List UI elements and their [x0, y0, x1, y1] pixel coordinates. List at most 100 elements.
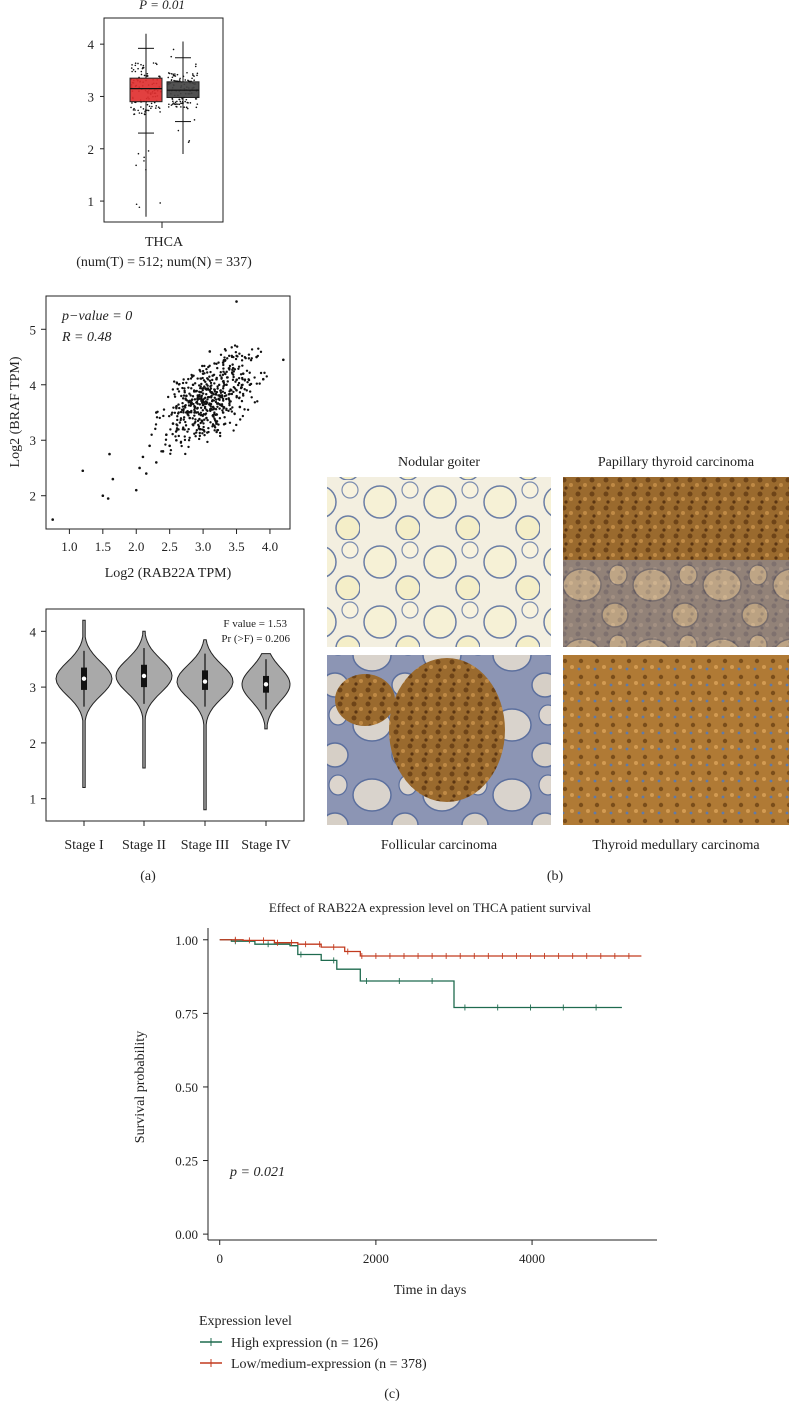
boxplot-y-tick-label: 4: [88, 37, 95, 52]
scatter-point: [265, 375, 268, 378]
boxplot-point: [144, 111, 146, 113]
scatter-point: [179, 417, 183, 420]
violin-x-tick-label: Stage II: [122, 838, 166, 853]
scatter-point: [177, 403, 180, 406]
boxplot-point: [176, 73, 179, 76]
scatter-point: [198, 418, 201, 421]
scatter-point: [173, 393, 176, 396]
scatter-point: [225, 397, 228, 401]
ihc-image-nodular-goiter: [327, 477, 551, 647]
scatter-point: [238, 391, 242, 394]
boxplot-point: [191, 77, 193, 80]
boxplot-point: [172, 48, 175, 51]
scatter-point: [183, 387, 186, 390]
scatter-point: [198, 393, 201, 397]
boxplot-point: [170, 72, 173, 75]
scatter-point: [232, 373, 235, 376]
scatter-point: [171, 388, 175, 391]
scatter-r-annotation: R = 0.48: [61, 330, 112, 345]
scatter-point: [234, 350, 238, 354]
scatter-point: [180, 444, 183, 448]
panel-b-label: (b): [547, 869, 564, 884]
boxplot-point: [194, 65, 197, 68]
boxplot-point: [172, 100, 174, 103]
violin-median-dot: [141, 673, 147, 679]
scatter-point: [183, 391, 186, 394]
boxplot-point: [171, 97, 174, 100]
scatter-point: [162, 414, 165, 418]
scatter-point: [222, 379, 225, 383]
scatter-point: [193, 404, 196, 408]
boxplot-point: [178, 103, 181, 106]
scatter-point: [222, 370, 225, 373]
scatter-point: [198, 434, 202, 438]
scatter-point: [218, 434, 222, 438]
scatter-point: [282, 358, 285, 362]
scatter-point: [177, 434, 180, 438]
km-survival-curves: [219, 936, 642, 1011]
scatter-point: [209, 421, 212, 424]
scatter-point: [195, 431, 198, 434]
scatter-point: [213, 429, 216, 432]
scatter-point: [211, 423, 215, 426]
scatter-point: [192, 424, 195, 427]
scatter-point: [175, 423, 178, 426]
scatter-point: [193, 414, 196, 417]
scatter-point: [198, 390, 202, 394]
scatter-point: [188, 416, 192, 420]
scatter-point: [242, 394, 245, 397]
boxplot-point: [150, 107, 152, 110]
scatter-point: [195, 389, 198, 393]
boxplot-panel: P = 0.01 1 2 3 4 THCA (num(T) = 512; num(N)…: [76, 0, 252, 270]
scatter-point: [238, 418, 242, 421]
boxplot-point: [146, 72, 149, 75]
boxplot-point: [186, 101, 189, 104]
scatter-point: [247, 357, 251, 360]
scatter-point: [235, 300, 238, 303]
boxplot-point: [171, 76, 174, 79]
scatter-point: [51, 518, 54, 521]
scatter-point: [218, 417, 222, 420]
scatter-point: [169, 448, 173, 452]
scatter-point: [248, 371, 251, 374]
scatter-point: [233, 344, 237, 347]
scatter-point: [218, 383, 221, 387]
violin-y-tick-label: 4: [30, 624, 37, 639]
scatter-point: [215, 362, 218, 366]
scatter-point: [235, 423, 238, 427]
km-p-value: p = 0.021: [229, 1165, 285, 1180]
scatter-panel: p−value = 0 R = 0.48 1.0 1.5 2.0 2.5 3.0 3.5 4…: [8, 295, 291, 581]
scatter-point: [155, 461, 158, 464]
boxplot-point: [179, 100, 182, 103]
scatter-point: [202, 422, 205, 425]
km-x-tick-label: 0: [216, 1251, 223, 1266]
boxplot-point: [186, 71, 188, 74]
scatter-point: [232, 355, 235, 359]
scatter-point: [224, 349, 227, 352]
scatter-x-tick-label: 3.5: [228, 539, 244, 554]
scatter-point: [81, 469, 85, 473]
scatter-point: [209, 370, 212, 374]
scatter-point: [187, 404, 191, 407]
scatter-point: [206, 409, 209, 413]
scatter-point: [199, 421, 202, 425]
ihc-image-follicular-stain: [389, 658, 505, 802]
scatter-y-label: Log2 (BRAF TPM): [8, 356, 23, 467]
boxplot-point: [133, 113, 135, 116]
scatter-point: [255, 382, 259, 385]
scatter-point: [180, 394, 183, 398]
boxplot-point: [143, 113, 146, 116]
scatter-point: [201, 414, 205, 418]
scatter-point: [190, 401, 193, 404]
boxplot-point: [147, 150, 150, 152]
scatter-point: [204, 387, 207, 390]
scatter-point: [225, 370, 228, 374]
scatter-point: [194, 420, 197, 424]
scatter-point: [241, 414, 245, 418]
scatter-point: [201, 409, 205, 412]
scatter-point: [182, 411, 185, 414]
scatter-point: [211, 378, 214, 382]
boxplot-point: [143, 74, 146, 77]
boxplot-point: [159, 202, 161, 204]
